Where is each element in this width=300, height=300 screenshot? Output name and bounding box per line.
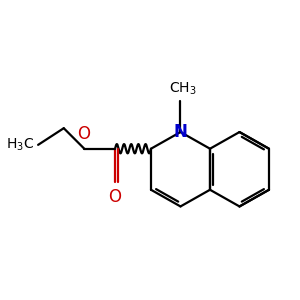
Text: O: O [77,125,90,143]
Text: CH$_3$: CH$_3$ [169,80,196,97]
Text: H$_3$C: H$_3$C [6,137,34,153]
Text: O: O [109,188,122,206]
Text: N: N [174,123,188,141]
